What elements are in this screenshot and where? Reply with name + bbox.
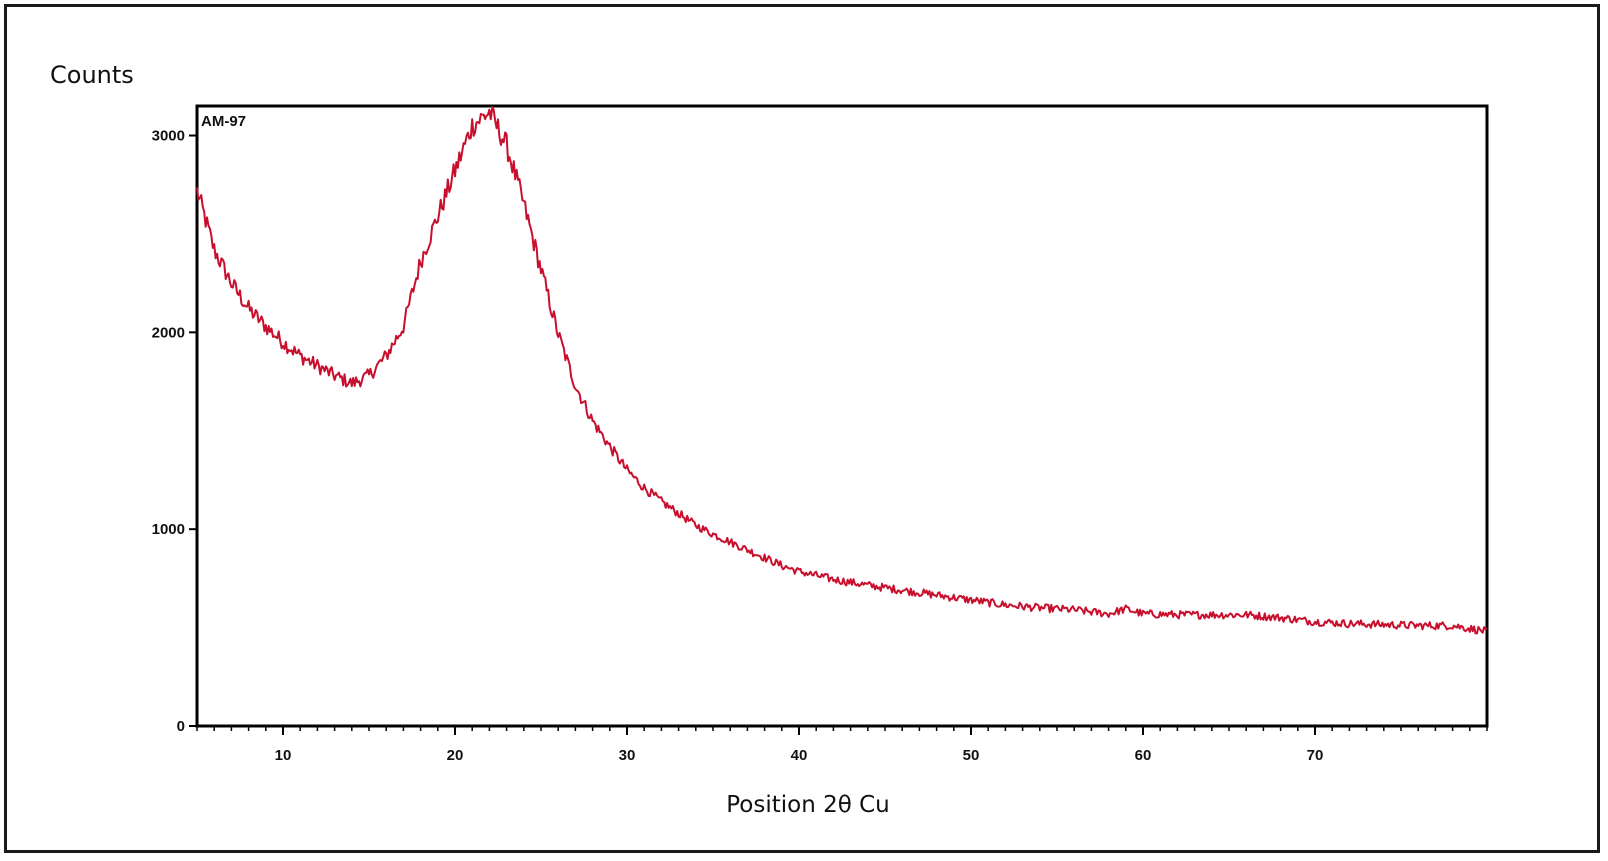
y-tick-label: 1000 [152,521,185,538]
y-axis-title: Counts [50,61,134,89]
x-axis-ticks: 10 20 30 40 50 60 70 [196,726,1488,764]
series-line [196,106,1488,635]
x-tick-label: 20 [447,747,464,764]
y-tick-label: 2000 [152,324,185,341]
series-label: AM-97 [201,113,246,130]
x-tick-label: 70 [1307,747,1324,764]
x-tick-label: 30 [619,747,636,764]
x-axis-title: Position 2θ Cu [726,792,890,818]
x-tick-label: 10 [275,747,292,764]
x-tick-label: 40 [791,747,808,764]
x-tick-label: 50 [963,747,980,764]
y-tick-label: 0 [177,718,185,735]
y-axis-ticks: 0 1000 2000 3000 [152,128,197,735]
plot-area [195,104,1489,728]
x-tick-label: 60 [1135,747,1152,764]
y-tick-label: 3000 [152,128,185,145]
series-layer: AM-97 [196,106,1488,635]
